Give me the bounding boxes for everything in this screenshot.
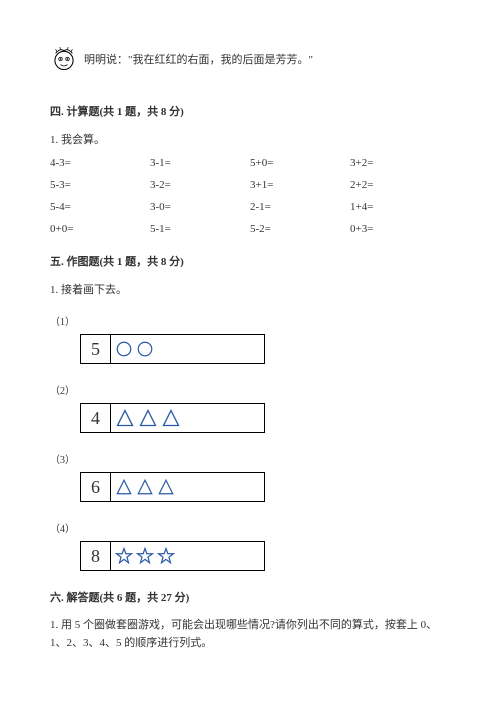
calc-cell: 3+1= [250,179,350,191]
section6-q1: 1. 用 5 个圈做套圈游戏，可能会出现哪些情况?请你列出不同的算式，按套上 0… [50,617,450,652]
drawing-item: （1）5 [50,313,450,364]
drawing-label: （4） [50,520,450,535]
calc-cell: 2-1= [250,201,350,213]
calc-cell: 0+0= [50,223,150,235]
drawing-number: 4 [81,404,111,432]
section5-header: 五. 作图题(共 1 题，共 8 分) [50,253,450,269]
calc-cell: 5-4= [50,201,150,213]
shapes-cell [111,404,264,432]
calc-cell: 2+2= [350,179,450,191]
calc-cell: 3+2= [350,157,450,169]
quote-text: 明明说："我在红红的右面，我的后面是芳芳。" [84,51,313,67]
drawings-container: （1）5（2）4（3）6（4）8 [50,313,450,571]
drawing-number: 6 [81,473,111,501]
drawing-label: （2） [50,382,450,397]
calc-cell: 5+0= [250,157,350,169]
drawing-box: 6 [80,472,265,502]
drawing-item: （2）4 [50,382,450,433]
triangle-icon [157,478,175,496]
triangle-icon [136,478,154,496]
calc-cell: 4-3= [50,157,150,169]
calc-cell: 3-2= [150,179,250,191]
calc-cell: 5-3= [50,179,150,191]
face-icon [50,45,78,73]
star-icon [136,547,154,565]
drawing-box: 5 [80,334,265,364]
drawing-box: 4 [80,403,265,433]
calc-grid: 4-3=3-1=5+0=3+2= 5-3=3-2=3+1=2+2= 5-4=3-0=… [50,157,450,235]
drawing-item: （3）6 [50,451,450,502]
drawing-number: 5 [81,335,111,363]
drawing-item: （4）8 [50,520,450,571]
calc-cell: 1+4= [350,201,450,213]
quote-row: 明明说："我在红红的右面，我的后面是芳芳。" [50,45,450,73]
section5-sub: 1. 接着画下去。 [50,281,450,297]
calc-cell: 5-1= [150,223,250,235]
star-icon [115,547,133,565]
section4-sub: 1. 我会算。 [50,131,450,147]
shapes-cell [111,335,264,363]
circle-icon [115,340,133,358]
triangle-icon [161,408,181,428]
shapes-cell [111,473,264,501]
drawing-number: 8 [81,542,111,570]
triangle-icon [138,408,158,428]
drawing-label: （3） [50,451,450,466]
drawing-box: 8 [80,541,265,571]
calc-cell: 5-2= [250,223,350,235]
section4-header: 四. 计算题(共 1 题，共 8 分) [50,103,450,119]
section6-header: 六. 解答题(共 6 题，共 27 分) [50,589,450,605]
triangle-icon [115,478,133,496]
triangle-icon [115,408,135,428]
shapes-cell [111,542,264,570]
star-icon [157,547,175,565]
drawing-label: （1） [50,313,450,328]
calc-cell: 3-0= [150,201,250,213]
circle-icon [136,340,154,358]
calc-cell: 3-1= [150,157,250,169]
calc-cell: 0+3= [350,223,450,235]
